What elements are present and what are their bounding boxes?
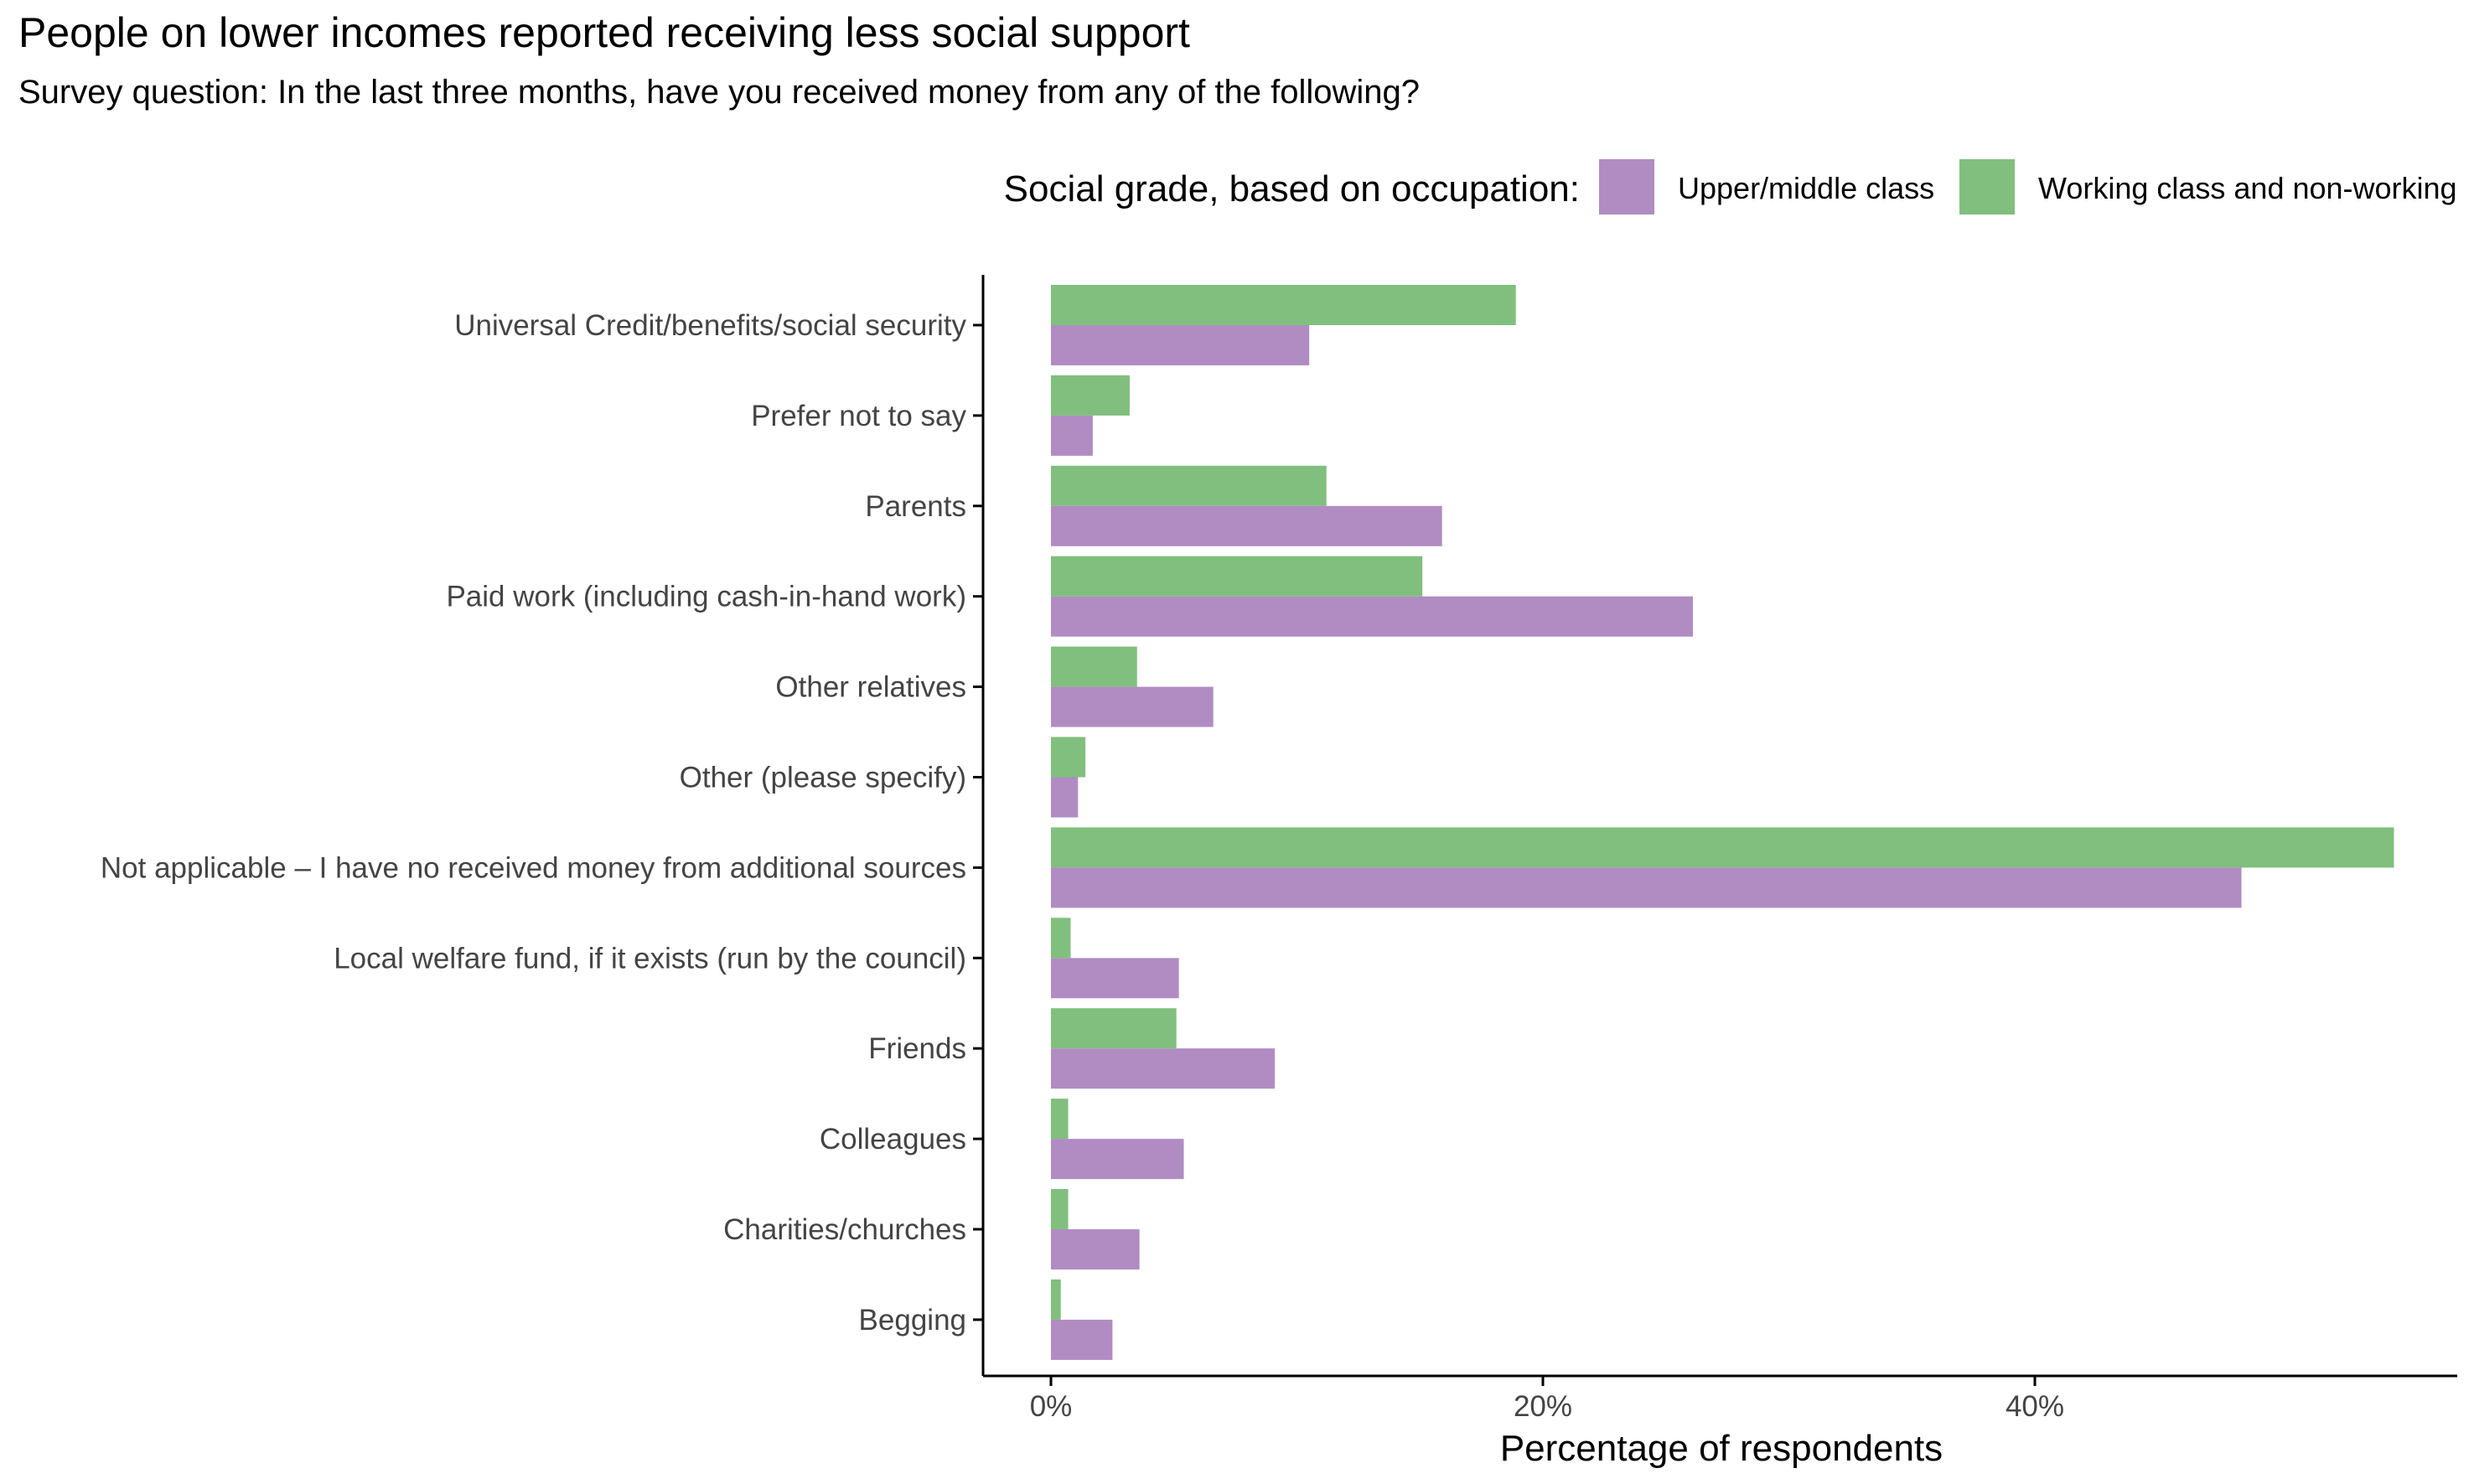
bar-upper-middle-7 (1051, 958, 1179, 999)
legend-label-upper-middle: Upper/middle class (1678, 171, 1934, 205)
bar-working-6 (1051, 827, 2394, 868)
bar-working-1 (1051, 375, 1130, 416)
legend-label-working: Working class and non-working (2038, 171, 2457, 205)
bar-upper-middle-2 (1051, 505, 1442, 546)
bar-upper-middle-0 (1051, 325, 1310, 365)
chart-title: People on lower incomes reported receivi… (18, 9, 1190, 56)
y-axis-labels: Universal Credit/benefits/social securit… (101, 309, 983, 1337)
bar-upper-middle-9 (1051, 1139, 1184, 1180)
y-tick-label: Not applicable – I have no received mone… (101, 851, 966, 884)
bar-upper-middle-3 (1051, 596, 1694, 637)
bar-working-10 (1051, 1189, 1069, 1229)
bars-layer (1051, 285, 2394, 1360)
legend: Social grade, based on occupation: Upper… (1004, 159, 2457, 215)
bar-upper-middle-10 (1051, 1229, 1140, 1269)
y-tick-label: Parents (865, 490, 966, 523)
x-tick-label: 20% (1514, 1390, 1572, 1423)
y-tick-label: Other (please specify) (680, 762, 966, 794)
y-tick-label: Other relatives (775, 671, 966, 704)
chart-subtitle: Survey question: In the last three month… (18, 74, 1421, 111)
x-axis: 0% 20% 40% (1030, 1376, 2064, 1423)
y-tick-label: Colleagues (820, 1123, 966, 1156)
legend-title: Social grade, based on occupation: (1004, 168, 1580, 209)
y-tick-label: Begging (859, 1304, 966, 1337)
y-tick-label: Universal Credit/benefits/social securit… (454, 309, 966, 342)
y-tick-label: Paid work (including cash-in-hand work) (446, 581, 966, 613)
bar-working-11 (1051, 1279, 1061, 1320)
bar-working-2 (1051, 465, 1327, 506)
bar-working-4 (1051, 646, 1137, 687)
bar-upper-middle-8 (1051, 1048, 1276, 1089)
legend-swatch-working (1959, 159, 2015, 215)
y-tick-label: Local welfare fund, if it exists (run by… (334, 942, 966, 975)
bar-upper-middle-6 (1051, 867, 2242, 908)
bar-working-0 (1051, 285, 1516, 325)
x-tick-label: 0% (1030, 1390, 1073, 1423)
bar-working-3 (1051, 556, 1423, 597)
bar-upper-middle-4 (1051, 686, 1214, 727)
legend-swatch-upper-middle (1599, 159, 1654, 215)
bar-upper-middle-11 (1051, 1319, 1113, 1360)
bar-working-9 (1051, 1099, 1069, 1140)
x-axis-title: Percentage of respondents (1500, 1428, 1943, 1469)
bar-upper-middle-1 (1051, 415, 1093, 456)
bar-working-5 (1051, 737, 1086, 778)
bar-working-8 (1051, 1008, 1177, 1049)
y-tick-label: Charities/churches (723, 1213, 966, 1246)
x-tick-label: 40% (2006, 1390, 2064, 1423)
y-tick-label: Friends (868, 1032, 966, 1065)
bar-upper-middle-5 (1051, 777, 1079, 818)
y-tick-label: Prefer not to say (751, 400, 966, 432)
bar-working-7 (1051, 918, 1071, 959)
